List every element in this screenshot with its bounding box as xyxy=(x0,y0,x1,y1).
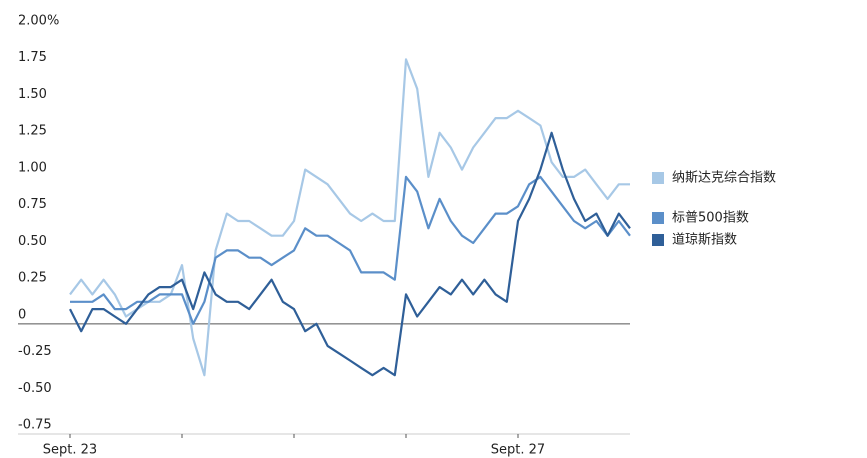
series-line xyxy=(69,58,630,377)
x-tick-label: Sept. 27 xyxy=(491,443,545,458)
legend-swatch xyxy=(652,234,664,246)
y-tick-label: -0.75 xyxy=(18,418,52,433)
y-tick-label: 0.50 xyxy=(18,234,47,249)
y-tick-label: 1.75 xyxy=(18,50,47,65)
y-tick-label: 1.00 xyxy=(18,160,47,175)
legend-label: 纳斯达克综合指数 xyxy=(672,171,776,186)
series-line xyxy=(69,131,631,377)
legend-swatch xyxy=(652,172,664,184)
y-tick-label: -0.50 xyxy=(18,381,52,396)
legend-label: 道琼斯指数 xyxy=(672,233,737,248)
y-tick-label: 1.50 xyxy=(18,87,47,102)
y-tick-label: 0.75 xyxy=(18,197,47,212)
x-tick-label: Sept. 23 xyxy=(43,443,97,458)
y-tick-label: 0 xyxy=(18,307,26,322)
legend-swatch xyxy=(652,212,664,224)
y-tick-label: 0.25 xyxy=(18,271,47,286)
y-tick-label: 2.00% xyxy=(18,14,59,29)
y-tick-label: -0.25 xyxy=(18,344,52,359)
legend-label: 标普500指数 xyxy=(672,211,749,226)
y-tick-label: 1.25 xyxy=(18,124,47,139)
